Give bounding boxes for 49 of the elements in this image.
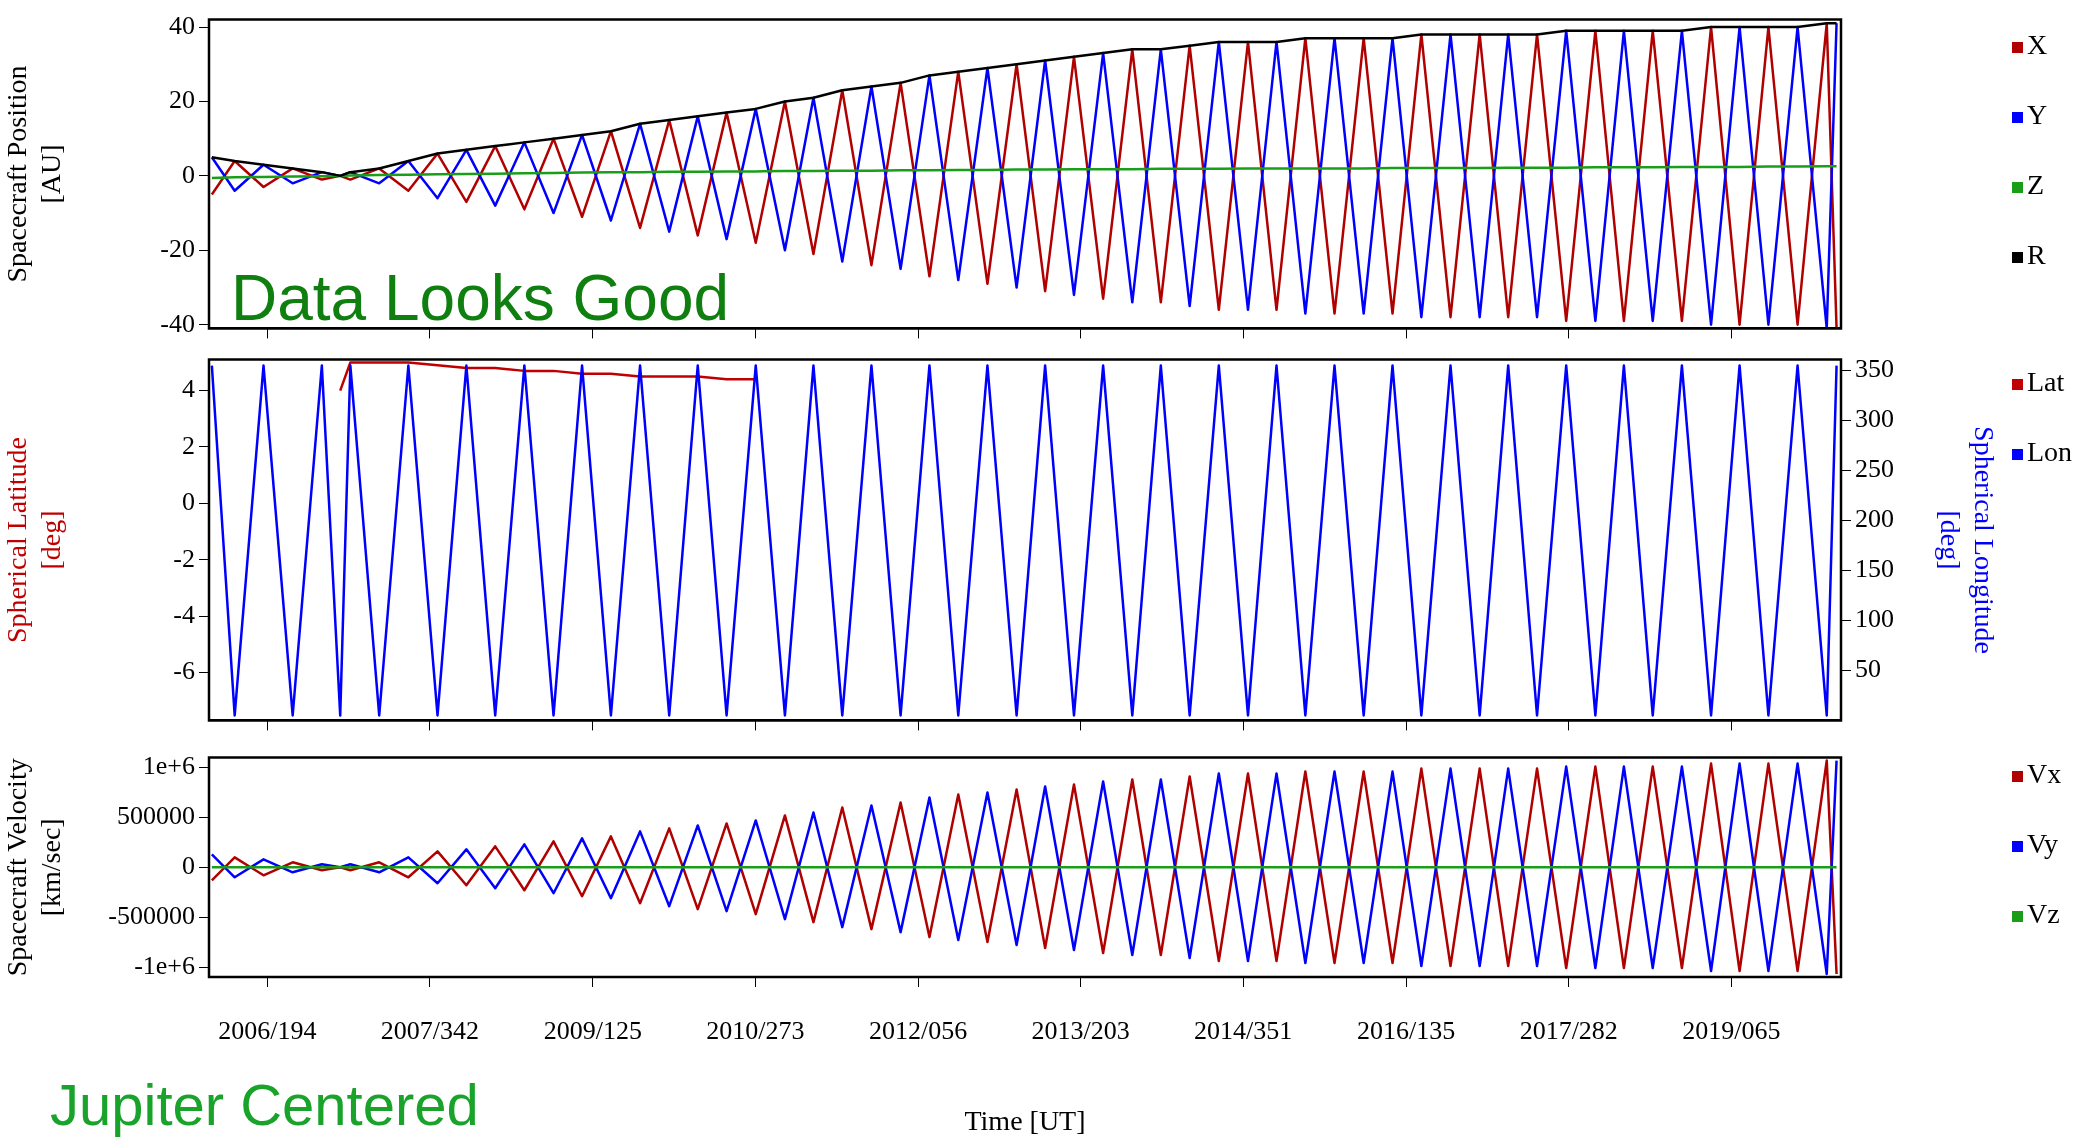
y2-tick-label: 250 [1855,454,1894,484]
y-axis-title: Spacecraft Velocity [km/sec] [1,758,66,977]
y-tick-label: -20 [160,234,195,264]
y-axis-title: Spherical Latitude [deg] [1,436,66,644]
legend-label: Z [2027,169,2045,200]
y-tick-label: -1e+6 [134,950,195,980]
y-tick-label: 4 [182,374,195,404]
y2-tick-label: 200 [1855,504,1894,534]
x-tick-label: 2013/203 [1031,1016,1130,1046]
y-tick-label: 0 [182,159,195,189]
legend-label: Y [2027,99,2048,130]
y2-tick-label: 350 [1855,354,1894,384]
y2-tick-label: 50 [1855,654,1881,684]
text: Jupiter Centered [50,1072,479,1137]
x-tick-label: 2014/351 [1194,1016,1293,1046]
legend-label: Vx [2027,758,2062,789]
y-tick-label: 0 [182,851,195,881]
y-tick-label: 0 [182,487,195,517]
y-tick-label: 2 [182,430,195,460]
y2-axis-title: Spherical Longitude [deg] [1935,426,2000,654]
legend-label: X [2027,29,2048,60]
x-tick-label: 2007/342 [380,1016,480,1046]
y-tick-label: 500000 [117,801,195,831]
y2-tick-label: 100 [1855,604,1894,634]
y2-tick-label: 150 [1855,554,1894,584]
y-tick-label: -2 [173,543,195,573]
x-tick-label: 2016/135 [1357,1016,1456,1046]
legend-label: R [2027,239,2046,270]
x-axis-title: Time [UT] [964,1104,1086,1136]
y-tick-label: -40 [160,308,195,338]
y-tick-label: -500000 [108,900,195,930]
y-tick-label: -6 [173,656,195,686]
x-tick-label: 2019/065 [1682,1016,1781,1046]
x-tick-label: 2012/056 [868,1016,968,1046]
annotation: Data Looks Good [231,262,730,335]
legend-label: Vy [2027,828,2059,859]
y-tick-label: 20 [169,85,195,115]
y2-tick-label: 300 [1855,404,1894,434]
y-axis-title: Spacecraft Position [AU] [1,65,66,283]
y-tick-label: 1e+6 [142,751,195,781]
x-tick-label: 2010/273 [706,1016,805,1046]
x-tick-label: 2006/194 [218,1016,317,1046]
x-tick-label: 2009/125 [543,1016,642,1046]
y-tick-label: -4 [173,599,195,629]
x-tick-label: 2017/282 [1519,1016,1618,1046]
y-tick-label: 40 [169,10,195,40]
legend-label: Lat [2027,366,2065,397]
legend-label: Vz [2027,898,2060,929]
legend-label: Lon [2027,436,2073,467]
